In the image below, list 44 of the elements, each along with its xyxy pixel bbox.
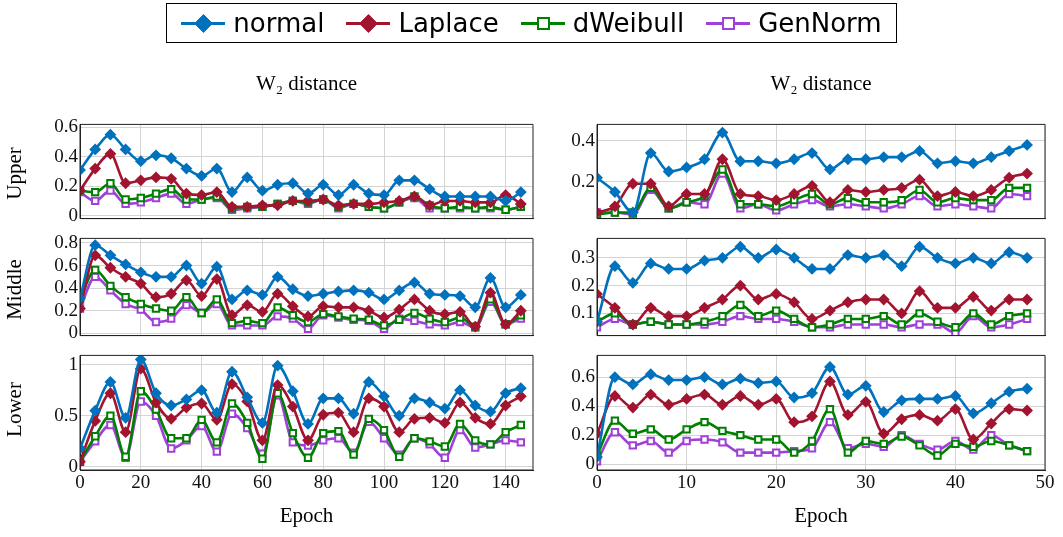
x-tick-label: 40	[192, 471, 212, 493]
x-tick-label: 10	[677, 471, 697, 493]
y-tick-label: 0.6	[571, 365, 595, 387]
x-tick-label: 80	[313, 471, 333, 493]
x-tick-label: 20	[766, 471, 786, 493]
y-tick-label: 0	[68, 203, 78, 225]
y-tick-label: 0.6	[54, 115, 78, 137]
legend-label: normal	[233, 8, 325, 38]
y-tick-label: 0.2	[54, 298, 78, 320]
y-tick-label: 0.3	[571, 245, 595, 267]
x-tick-label: 50	[1035, 471, 1055, 493]
x-tick-label: 40	[945, 471, 965, 493]
chart-title: W₂ distance	[254, 71, 359, 96]
x-tick-label: 30	[856, 471, 876, 493]
y-tick-label: 0.2	[571, 169, 595, 191]
y-tick-label: 0.1	[571, 301, 595, 323]
x-tick-label: 60	[252, 471, 272, 493]
y-tick-label: 0.8	[54, 230, 78, 252]
y-tick-label: 0.2	[571, 273, 595, 295]
x-tick-label: 100	[369, 471, 399, 493]
y-tick-label: 0.4	[54, 144, 79, 166]
x-tick-label: 120	[430, 471, 460, 493]
y-axis-title: Upper	[1, 146, 27, 202]
x-tick-label: 20	[131, 471, 151, 493]
y-tick-label: 0.6	[54, 253, 78, 275]
y-tick-label: 0.5	[54, 403, 78, 425]
y-tick-label: 0	[68, 454, 78, 476]
legend-label: dWeibull	[572, 8, 685, 38]
chart-title: W₂ distance	[769, 71, 873, 96]
y-tick-label: 0.2	[54, 174, 78, 196]
y-tick-label: 1	[68, 352, 78, 374]
y-tick-label: 0.2	[571, 423, 595, 445]
y-tick-label: 0.4	[571, 128, 596, 150]
x-axis-title: Epoch	[278, 503, 335, 528]
legend-label: Laplace	[398, 8, 499, 38]
y-tick-label: 0.4	[571, 394, 596, 416]
y-tick-label: 0	[585, 452, 595, 474]
legend-label: GenNorm	[758, 8, 882, 38]
y-axis-title: Lower	[1, 381, 27, 439]
y-axis-title: Middle	[1, 257, 27, 322]
x-axis-title: Epoch	[793, 503, 849, 528]
y-tick-label: 0	[68, 321, 78, 343]
x-tick-label: 140	[491, 471, 520, 493]
y-tick-label: 0.4	[54, 276, 79, 298]
